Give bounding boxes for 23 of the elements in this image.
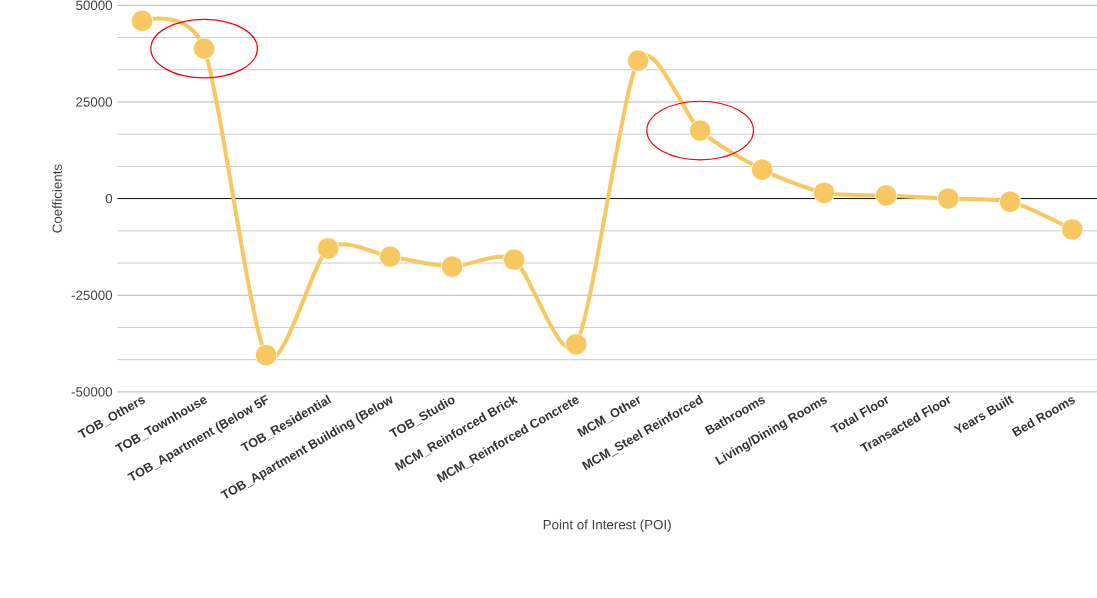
point [255, 343, 278, 366]
y-tick-label: -25000 [71, 290, 113, 300]
y-tick-label: 50000 [76, 0, 113, 10]
point [875, 184, 898, 207]
point [503, 248, 526, 271]
point [131, 9, 154, 32]
point [751, 158, 774, 181]
point [813, 181, 836, 204]
point [1061, 218, 1084, 241]
point [999, 190, 1022, 213]
y-tick-label: -50000 [71, 386, 113, 397]
point [379, 245, 402, 268]
y-tick-label: 25000 [76, 97, 113, 107]
point [627, 49, 650, 72]
y-tick-label: 0 [105, 193, 113, 204]
point [441, 255, 464, 278]
point [317, 237, 340, 260]
y-axis-title: Coefficients [52, 164, 62, 233]
point [565, 333, 588, 356]
point [193, 37, 216, 60]
x-axis-title: Point of Interest (POI) [543, 519, 671, 532]
point [689, 119, 712, 142]
point [937, 187, 960, 210]
